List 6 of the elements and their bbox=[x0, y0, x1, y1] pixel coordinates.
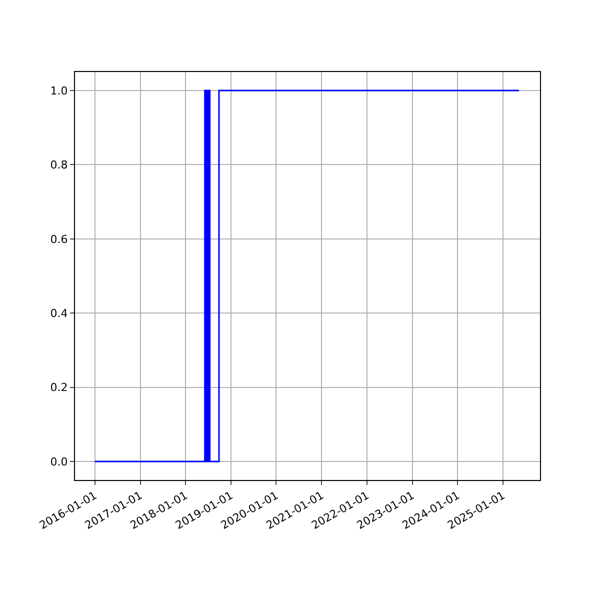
y-tick-label: 0.0 bbox=[50, 455, 68, 468]
y-tick-label: 1.0 bbox=[50, 84, 68, 98]
y-tick-label: 0.4 bbox=[50, 306, 68, 320]
y-tick-label: 0.2 bbox=[50, 381, 68, 394]
y-tick-label: 0.8 bbox=[50, 158, 68, 172]
y-tick-label: 0.6 bbox=[50, 232, 68, 246]
